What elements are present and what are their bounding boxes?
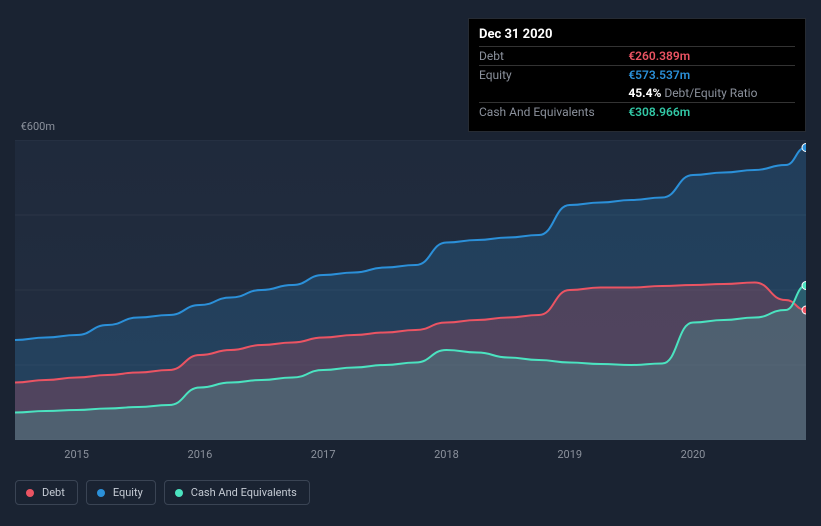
tooltip-row-value: €573.537m bbox=[628, 66, 795, 85]
chart-legend: Debt Equity Cash And Equivalents bbox=[15, 480, 310, 505]
legend-item-cash[interactable]: Cash And Equivalents bbox=[164, 480, 310, 505]
legend-dot-icon bbox=[175, 489, 183, 497]
tooltip-row-value: €260.389m bbox=[628, 47, 795, 66]
x-axis-label: 2016 bbox=[188, 448, 213, 461]
tooltip-row-label: Equity bbox=[479, 66, 628, 85]
legend-item-debt[interactable]: Debt bbox=[15, 480, 78, 505]
x-axis-label: 2015 bbox=[64, 448, 89, 461]
tooltip-row-label: Debt bbox=[479, 47, 628, 66]
tooltip-date: Dec 31 2020 bbox=[479, 25, 795, 46]
chart-plot bbox=[15, 140, 806, 440]
legend-dot-icon bbox=[26, 489, 34, 497]
chart-tooltip: Dec 31 2020 Debt €260.389m Equity €573.5… bbox=[468, 18, 806, 132]
legend-label: Debt bbox=[42, 486, 65, 499]
legend-label: Cash And Equivalents bbox=[191, 486, 297, 499]
tooltip-cash-value: €308.966m bbox=[628, 103, 795, 122]
x-axis-label: 2018 bbox=[434, 448, 459, 461]
tooltip-table: Debt €260.389m Equity €573.537m 45.4% De… bbox=[479, 46, 795, 121]
tooltip-cash-label: Cash And Equivalents bbox=[479, 103, 628, 122]
x-axis-label: 2020 bbox=[681, 448, 706, 461]
legend-label: Equity bbox=[113, 486, 143, 499]
y-axis-label: €600m bbox=[0, 120, 55, 133]
legend-dot-icon bbox=[97, 489, 105, 497]
x-axis-label: 2019 bbox=[557, 448, 582, 461]
tooltip-ratio: 45.4% Debt/Equity Ratio bbox=[628, 84, 795, 103]
x-axis-label: 2017 bbox=[311, 448, 336, 461]
legend-item-equity[interactable]: Equity bbox=[86, 480, 156, 505]
